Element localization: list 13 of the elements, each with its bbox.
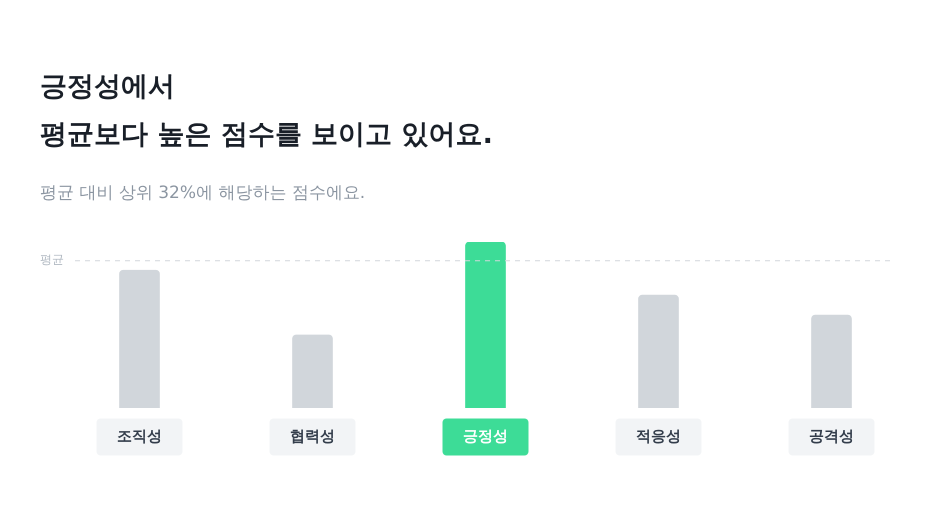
chart-title: 긍정성에서 평균보다 높은 점수를 보이고 있어요. <box>40 70 493 152</box>
bar <box>292 334 333 408</box>
bar <box>465 242 506 408</box>
bar <box>119 270 160 408</box>
bar <box>811 314 852 408</box>
x-tick-label: 공격성 <box>809 426 854 445</box>
x-tick-label: 적응성 <box>636 426 681 445</box>
x-tick-label: 긍정성 <box>463 426 508 445</box>
x-tick-label: 협력성 <box>290 426 335 445</box>
ref-line-label: 평균 <box>40 252 64 266</box>
bar <box>638 294 679 408</box>
chart-subtitle: 평균 대비 상위 32%에 해당하는 점수에요. <box>40 182 366 205</box>
x-tick-label: 조직성 <box>117 426 162 445</box>
